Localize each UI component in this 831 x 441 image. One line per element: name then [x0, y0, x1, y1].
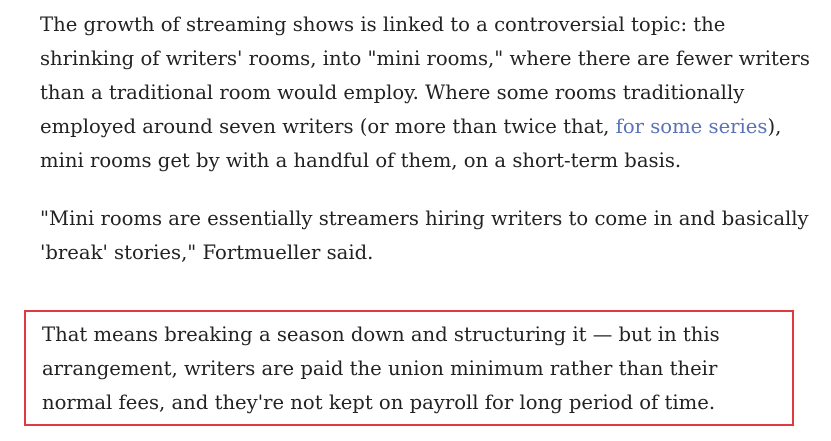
paragraph-streaming-growth: The growth of streaming shows is linked …	[40, 8, 810, 178]
paragraph-fortmueller-quote: "Mini rooms are essentially streamers hi…	[40, 207, 809, 264]
paragraph-text-before-link: The growth of streaming shows is linked …	[40, 13, 810, 138]
paragraph-text-after-link: ), mini rooms get by with a handful of t…	[40, 115, 782, 172]
paragraph-highlighted: That means breaking a season down and st…	[42, 323, 720, 414]
for-some-series-link[interactable]: for some series	[615, 115, 768, 138]
highlighted-paragraph-box: That means breaking a season down and st…	[24, 310, 794, 426]
article-body: The growth of streaming shows is linked …	[40, 8, 810, 270]
